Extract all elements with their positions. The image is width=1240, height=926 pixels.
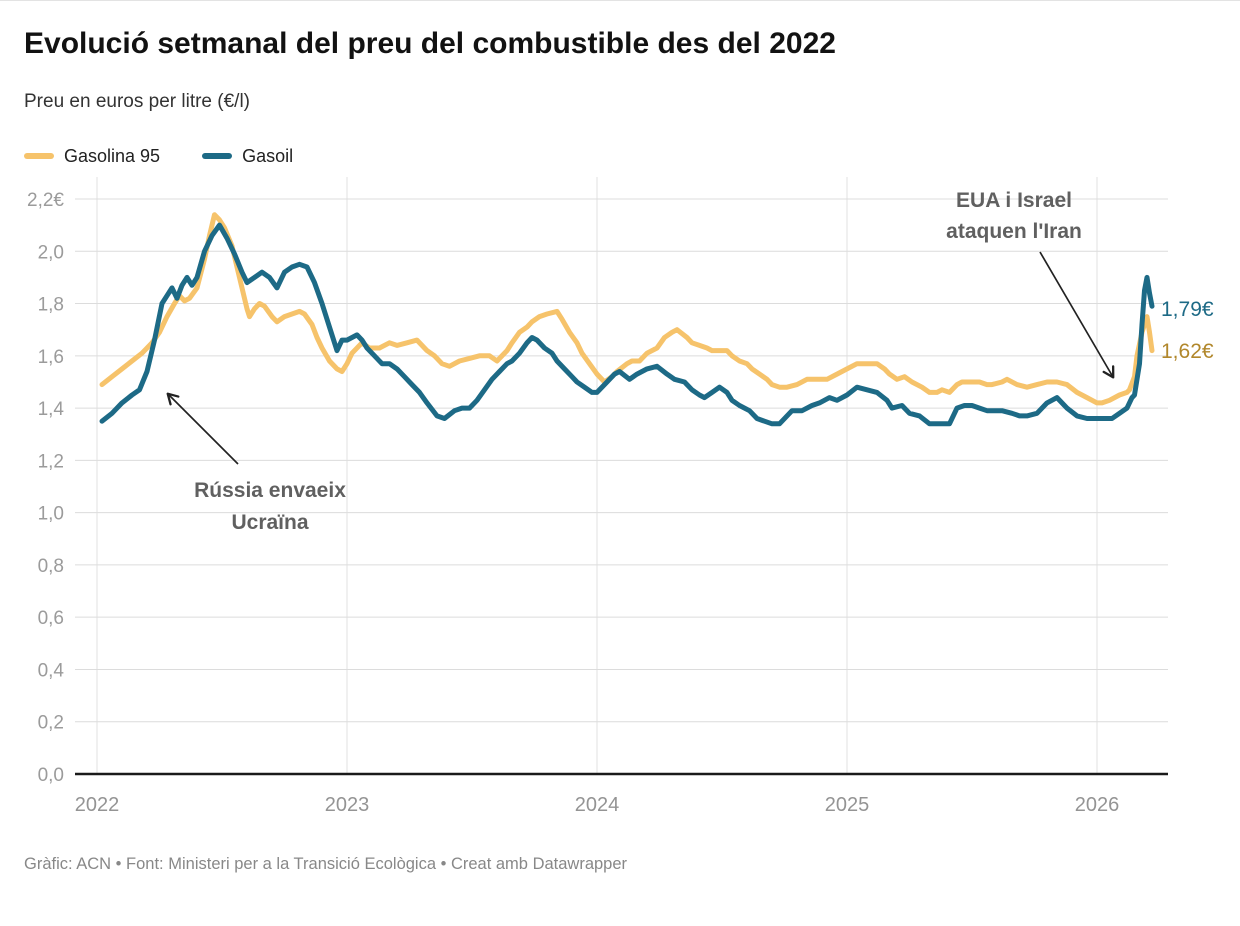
page-title: Evolució setmanal del preu del combustib… [24,27,836,60]
value-label-gasolina-95: 1,62€ [1161,340,1214,363]
legend-label-gasolina-95: Gasolina 95 [64,145,161,166]
y-tick-label: 0,2 [38,713,64,734]
y-tick-label: 0,0 [38,765,64,786]
annotation-arrow [166,392,239,465]
y-tick-label: 1,2 [38,451,64,472]
y-tick-label: 2,0 [38,242,64,263]
y-tick-label: 1,0 [38,504,64,525]
annotation-iran-line1: EUA i Israel [956,189,1072,212]
y-tick-label: 2,2€ [27,190,64,211]
annotation-iran-line2: ataquen l'Iran [946,220,1082,243]
annotation-russia-line2: Ucraïna [231,511,308,534]
y-tick-label: 1,6 [38,347,64,368]
y-tick-label: 1,4 [38,399,65,420]
x-tick-label: 2022 [75,794,120,816]
annotation-russia-line1: Rússia envaeix [194,479,346,502]
legend-item-gasolina-95: Gasolina 95 [24,146,160,167]
attribution-footer: Gràfic: ACN • Font: Ministeri per a la T… [24,855,628,873]
legend-swatch-gasoil-icon [202,153,233,159]
vertical-gridlines [96,177,1098,774]
chart-header: Evolució setmanal del preu del combustib… [0,25,1240,167]
y-tick-label: 0,4 [38,660,65,681]
y-axis-labels: 2,2€ 2,0 1,8 1,6 1,4 1,2 1,0 0,8 0,6 0,4 0,2 0,0 [27,190,64,786]
y-tick-label: 0,6 [38,608,64,629]
y-tick-label: 1,8 [38,295,64,316]
value-label-gasoil: 1,79€ [1161,298,1214,321]
line-chart: 2,2€ 2,0 1,8 1,6 1,4 1,2 1,0 0,8 0,6 0,4 0,2 0,0 20… [27,177,1214,816]
legend-swatch-gasolina-95-icon [24,153,54,159]
annotation-arrow [1039,251,1115,379]
x-axis-labels: 2022 2023 2024 2025 2026 [75,794,1120,816]
series-line-gasoil [99,222,1155,427]
legend-label-gasoil: Gasoil [242,145,294,166]
series-lines [99,212,1155,427]
legend-item-gasoil: Gasoil [202,146,293,167]
x-tick-label: 2024 [575,794,620,816]
chart-legend: Gasolina 95 Gasoil [24,145,1216,167]
y-tick-label: 0,8 [38,556,64,577]
x-tick-label: 2023 [325,794,370,816]
x-tick-label: 2026 [1075,794,1120,816]
annotation-arrows [166,251,1115,465]
chart-subtitle: Preu en euros per litre (€/l) [24,91,250,112]
x-tick-label: 2025 [825,794,870,816]
